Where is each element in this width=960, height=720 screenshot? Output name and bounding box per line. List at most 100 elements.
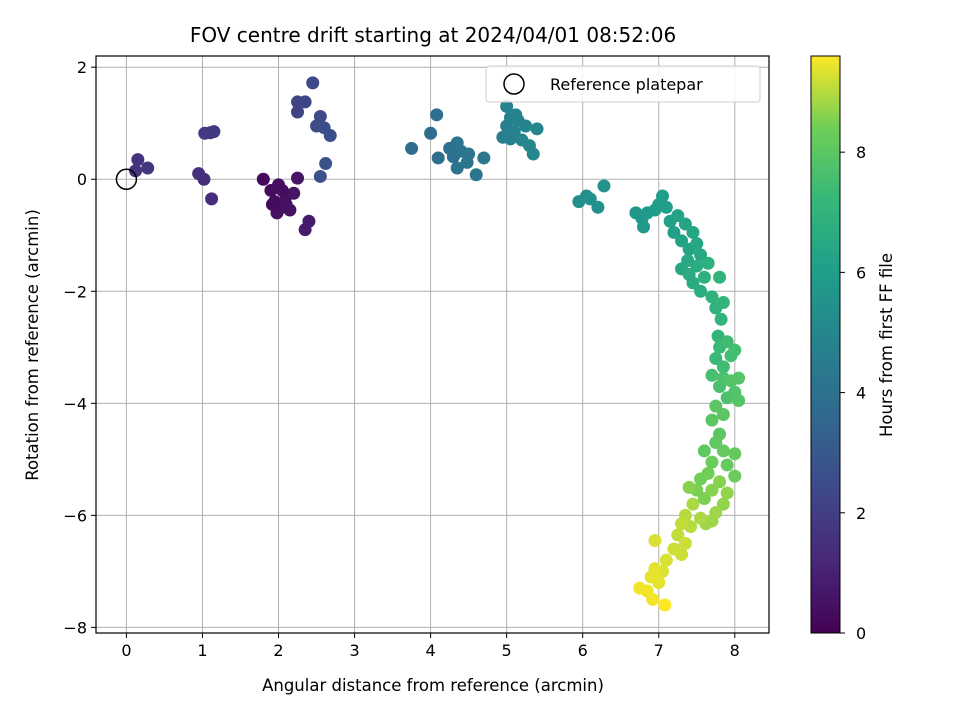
data-point — [313, 169, 327, 183]
data-point — [728, 447, 742, 461]
data-point — [716, 360, 730, 374]
colorbar: 0 2 4 6 8 Hours from first FF file — [810, 55, 896, 643]
colorbar-label: Hours from first FF file — [877, 253, 896, 437]
plot-frame — [95, 55, 770, 634]
data-point — [682, 480, 696, 494]
data-point — [302, 214, 316, 228]
data-point — [460, 155, 474, 169]
colorbar-tick-label: 4 — [856, 384, 866, 403]
legend-box — [485, 65, 761, 103]
data-point — [720, 335, 734, 349]
data-point — [728, 343, 742, 357]
y-tick-label: −2 — [63, 282, 87, 301]
data-point — [709, 352, 723, 366]
legend: Reference platepar — [485, 65, 761, 103]
data-point — [141, 161, 155, 175]
data-point — [709, 399, 723, 413]
x-tick-label: 5 — [502, 641, 512, 660]
data-point — [701, 256, 715, 270]
colorbar-tick-label: 2 — [856, 504, 866, 523]
data-point — [323, 129, 337, 143]
data-point — [583, 192, 597, 206]
data-point — [526, 147, 540, 161]
data-point — [675, 548, 689, 562]
reference-platepar-marker — [115, 168, 138, 190]
x-axis-title: Angular distance from reference (arcmin) — [262, 676, 604, 695]
data-point — [469, 168, 483, 182]
data-point — [644, 570, 658, 584]
data-point — [477, 151, 491, 165]
data-point — [732, 394, 746, 408]
colorbar-ticks: 0 2 4 6 8 — [840, 143, 866, 643]
data-point — [705, 483, 719, 497]
data-point — [671, 209, 685, 223]
data-point — [716, 295, 730, 309]
data-point — [678, 217, 692, 231]
data-point — [287, 186, 301, 200]
data-point — [658, 598, 672, 612]
data-point — [728, 469, 742, 483]
data-point — [705, 413, 719, 427]
y-tick-label: −4 — [63, 394, 87, 413]
colorbar-gradient — [810, 55, 841, 634]
x-tick-label: 8 — [730, 641, 740, 660]
grid-lines — [96, 56, 769, 633]
data-point — [207, 125, 221, 139]
data-point — [720, 486, 734, 500]
data-point — [675, 234, 689, 248]
x-axis-ticks: 0 1 2 3 4 5 6 7 8 — [121, 633, 740, 660]
data-point — [659, 200, 673, 214]
data-point — [705, 455, 719, 469]
x-tick-label: 6 — [578, 641, 588, 660]
data-point — [686, 225, 700, 239]
data-point — [431, 151, 445, 165]
data-point — [405, 141, 419, 155]
data-point — [720, 458, 734, 472]
data-point — [694, 248, 708, 262]
data-point — [709, 436, 723, 450]
data-point — [298, 95, 312, 109]
data-point — [716, 497, 730, 511]
data-point — [597, 179, 611, 193]
data-point — [205, 192, 219, 206]
y-axis-ticks: −8 −6 −4 −2 0 2 — [63, 58, 96, 637]
data-point — [697, 492, 711, 506]
data-point — [450, 136, 464, 150]
data-point — [690, 237, 704, 251]
x-tick-label: 1 — [197, 641, 207, 660]
data-point — [694, 284, 708, 298]
data-point — [659, 553, 673, 567]
data-point — [637, 220, 651, 234]
data-point — [713, 475, 727, 489]
data-point — [500, 99, 514, 113]
data-point — [681, 253, 695, 267]
data-point — [291, 105, 305, 119]
data-point — [697, 444, 711, 458]
data-point — [265, 197, 279, 211]
data-point — [279, 197, 293, 211]
data-point — [430, 108, 444, 122]
data-point — [705, 368, 719, 382]
y-axis-title: Rotation from reference (arcmin) — [23, 209, 42, 481]
data-point — [705, 290, 719, 304]
data-point — [519, 119, 533, 133]
data-point — [667, 225, 681, 239]
data-point — [424, 126, 438, 140]
y-tick-label: −8 — [63, 618, 87, 637]
legend-marker — [503, 73, 525, 95]
colorbar-tick-label: 0 — [856, 624, 866, 643]
data-point — [694, 472, 708, 486]
data-point — [713, 270, 727, 284]
y-tick-label: −6 — [63, 506, 87, 525]
x-tick-label: 7 — [654, 641, 664, 660]
data-point — [509, 108, 523, 122]
data-point — [306, 76, 320, 90]
x-tick-label: 2 — [273, 641, 283, 660]
data-point — [275, 183, 289, 197]
data-point — [732, 371, 746, 385]
data-point — [646, 592, 660, 606]
x-tick-label: 4 — [426, 641, 436, 660]
data-point — [256, 172, 270, 186]
data-point — [686, 497, 700, 511]
